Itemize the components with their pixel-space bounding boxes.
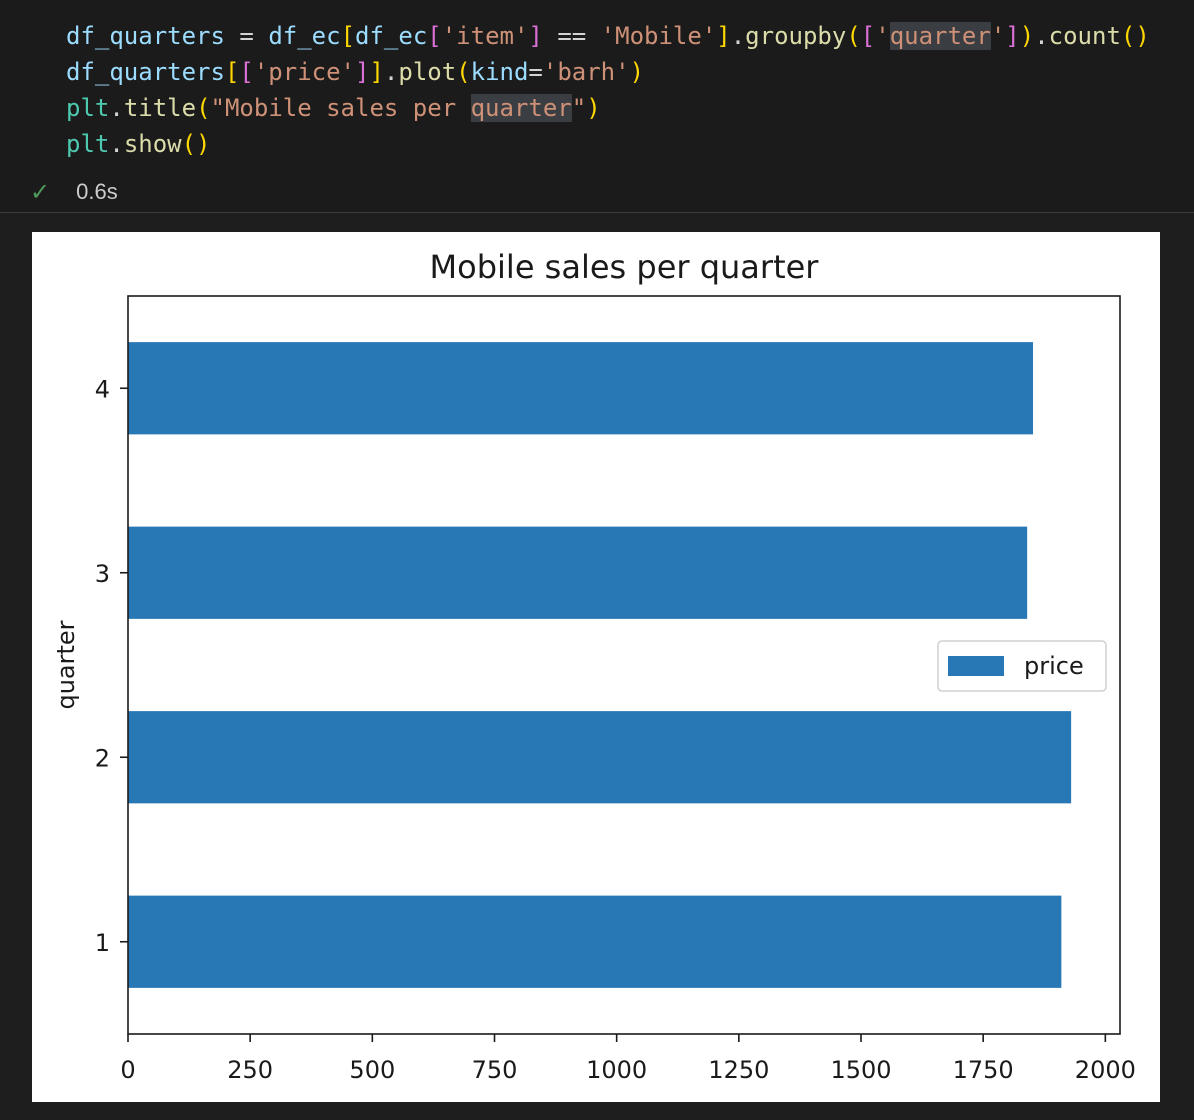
code-token: = [528,58,543,86]
code-token: () [1120,22,1150,50]
x-tick-label: 1000 [586,1056,647,1084]
x-tick-label: 2000 [1075,1056,1136,1084]
cell-divider [0,212,1194,213]
code-token: plt [66,130,110,158]
code-token: ( [456,58,471,86]
code-token: 'barh' [542,58,630,86]
code-token: ( [846,22,861,50]
check-icon: ✓ [30,178,51,206]
y-tick-label: 3 [95,560,110,588]
code-token: [ [224,58,240,86]
code-cell[interactable]: df_quarters = df_ec[df_ec['item'] == 'Mo… [0,0,1194,212]
code-token: ] [1005,22,1020,50]
x-tick-label: 250 [227,1056,273,1084]
code-token: quarter [889,22,991,50]
legend-label: price [1024,652,1084,680]
code-token: df_ec [268,22,341,50]
code-line[interactable]: plt.title("Mobile sales per quarter") [66,90,1150,126]
execution-status: ✓ 0.6s [30,176,118,208]
y-tick-label: 4 [95,375,110,403]
code-token: kind [470,58,529,86]
code-token: " [571,94,587,122]
execution-time: 0.6s [76,179,118,204]
code-token: ] [355,58,370,86]
code-line[interactable]: df_quarters = df_ec[df_ec['item'] == 'Mo… [66,18,1150,54]
code-token: title [123,94,197,122]
code-token: = [224,22,269,50]
bar-quarter-3 [128,526,1028,619]
code-token: df_quarters [66,22,225,50]
x-tick-label: 1500 [830,1056,891,1084]
chart-title: Mobile sales per quarter [430,248,820,286]
code-token: df_ec [355,22,428,50]
x-tick-label: 0 [120,1056,135,1084]
code-token: groupby [745,22,847,50]
code-token: [ [427,22,442,50]
code-token: ] [716,22,731,50]
code-token: df_quarters [66,58,225,86]
code-token: plot [398,58,457,86]
code-token: ) [629,58,645,86]
code-token: ( [196,94,211,122]
x-tick-label: 750 [472,1056,518,1084]
code-token: . [109,94,124,122]
code-token: . [730,22,746,50]
code-token: count [1048,22,1121,50]
y-axis-label: quarter [52,620,80,709]
code-token: ' [875,22,890,50]
code-token: quarter [470,94,572,122]
code-token: 'price' [253,58,356,86]
code-token: "Mobile sales per [210,94,471,122]
code-token: ] [369,58,384,86]
code-line[interactable]: plt.show() [66,126,1150,162]
y-tick-label: 1 [95,929,110,957]
code-editor[interactable]: df_quarters = df_ec[df_ec['item'] == 'Mo… [66,18,1150,162]
y-tick-label: 2 [95,744,110,772]
code-token: show [123,130,182,158]
code-token: ] [528,22,543,50]
x-tick-label: 500 [349,1056,395,1084]
code-token: 'Mobile' [600,22,717,50]
code-token: . [109,130,124,158]
code-token: [ [239,58,254,86]
bar-quarter-1 [128,895,1062,988]
plot-frame [127,295,1121,1035]
chart-legend [937,640,1107,692]
code-token: plt [66,94,110,122]
bar-quarter-4 [128,342,1034,435]
cell-output: Mobile sales per quarter 0 250 500 750 1000 12… [32,232,1160,1102]
x-tick-label: 1750 [953,1056,1014,1084]
code-token: ) [586,94,601,122]
code-token: [ [340,22,356,50]
legend-swatch [948,656,1004,676]
code-token: ) [1019,22,1035,50]
code-line[interactable]: df_quarters[['price']].plot(kind='barh') [66,54,1150,90]
code-token: () [181,130,211,158]
code-token: == [542,22,601,50]
code-token: 'item' [441,22,529,50]
bar-quarter-2 [128,711,1072,804]
code-token: . [383,58,399,86]
code-token: [ [860,22,876,50]
code-token: . [1034,22,1049,50]
code-token: ' [990,22,1006,50]
x-tick-label: 1250 [708,1056,769,1084]
